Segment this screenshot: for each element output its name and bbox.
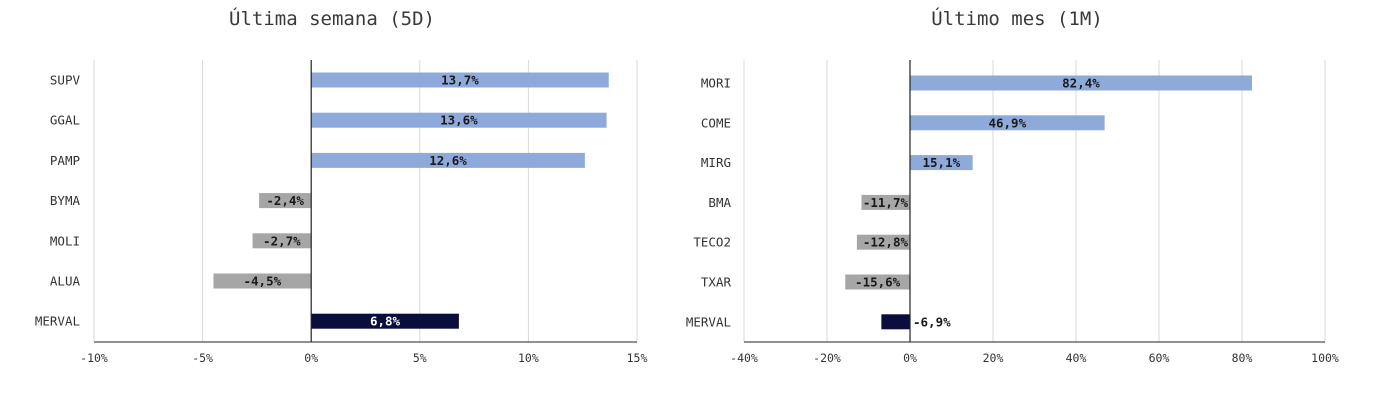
x-tick-label-1m-7: 100% xyxy=(1311,351,1339,365)
chart-title-5d: Última semana (5D) xyxy=(229,8,435,30)
x-tick-label-1m-2: 0% xyxy=(903,351,917,365)
data-label-5d-ggal: 13,6% xyxy=(440,113,478,128)
x-tick-label-5d-2: 0% xyxy=(304,351,318,365)
bar-1m-mori xyxy=(910,75,1252,91)
data-label-5d-merval: 6,8% xyxy=(370,314,401,329)
bar-5d-merval xyxy=(311,313,459,329)
bar-5d-pamp xyxy=(311,152,585,168)
data-label-1m-merval: -6,9% xyxy=(913,314,951,329)
x-tick-label-5d-0: -10% xyxy=(80,351,108,365)
data-label-1m-mirg: 15,1% xyxy=(923,155,961,170)
bar-1m-bma xyxy=(861,194,910,210)
x-tick-label-5d-4: 10% xyxy=(518,351,539,365)
category-label-1m-merval: MERVAL xyxy=(686,314,731,329)
category-label-1m-mirg: MIRG xyxy=(701,155,731,170)
x-tick-label-1m-3: 20% xyxy=(983,351,1004,365)
data-label-5d-pamp: 12,6% xyxy=(429,153,467,168)
bar-1m-merval xyxy=(881,314,910,330)
data-label-5d-byma: -2,4% xyxy=(266,193,304,208)
category-label-1m-teco2: TECO2 xyxy=(693,235,731,250)
category-label-5d-ggal: GGAL xyxy=(50,113,80,128)
data-label-1m-bma: -11,7% xyxy=(863,195,909,210)
category-label-5d-byma: BYMA xyxy=(50,193,81,208)
data-label-1m-come: 46,9% xyxy=(988,115,1026,130)
bar-1m-come xyxy=(910,115,1105,131)
bar-5d-alua xyxy=(213,273,312,289)
x-tick-label-1m-5: 60% xyxy=(1149,351,1170,365)
bar-5d-ggal xyxy=(311,112,607,128)
bar-5d-moli xyxy=(252,233,312,249)
data-label-1m-mori: 82,4% xyxy=(1062,76,1100,91)
category-label-1m-bma: BMA xyxy=(708,195,731,210)
category-label-5d-supv: SUPV xyxy=(50,73,81,88)
category-label-1m-mori: MORI xyxy=(701,76,731,91)
data-label-5d-supv: 13,7% xyxy=(441,73,479,88)
x-tick-label-1m-0: -40% xyxy=(730,351,758,365)
x-tick-label-5d-5: 15% xyxy=(627,351,648,365)
data-label-1m-txar: -15,6% xyxy=(855,275,901,290)
data-label-5d-moli: -2,7% xyxy=(263,233,301,248)
category-label-5d-moli: MOLI xyxy=(50,233,80,248)
data-label-5d-alua: -4,5% xyxy=(244,274,282,289)
bar-5d-byma xyxy=(259,193,312,209)
chart-title-1m: Último mes (1M) xyxy=(931,8,1103,30)
x-tick-label-5d-1: -5% xyxy=(192,351,213,365)
bar-1m-mirg xyxy=(910,155,973,171)
x-tick-label-5d-3: 5% xyxy=(413,351,427,365)
x-tick-label-1m-6: 80% xyxy=(1232,351,1253,365)
x-tick-label-1m-4: 40% xyxy=(1066,351,1087,365)
bar-5d-supv xyxy=(311,72,609,88)
category-label-1m-txar: TXAR xyxy=(701,275,732,290)
bar-1m-teco2 xyxy=(856,234,910,250)
category-label-1m-come: COME xyxy=(701,115,731,130)
data-label-1m-teco2: -12,8% xyxy=(863,235,909,250)
category-label-5d-merval: MERVAL xyxy=(35,314,80,329)
x-tick-label-1m-1: -20% xyxy=(813,351,841,365)
bar-1m-txar xyxy=(845,274,910,290)
category-label-5d-pamp: PAMP xyxy=(50,153,80,168)
category-label-5d-alua: ALUA xyxy=(50,274,81,289)
